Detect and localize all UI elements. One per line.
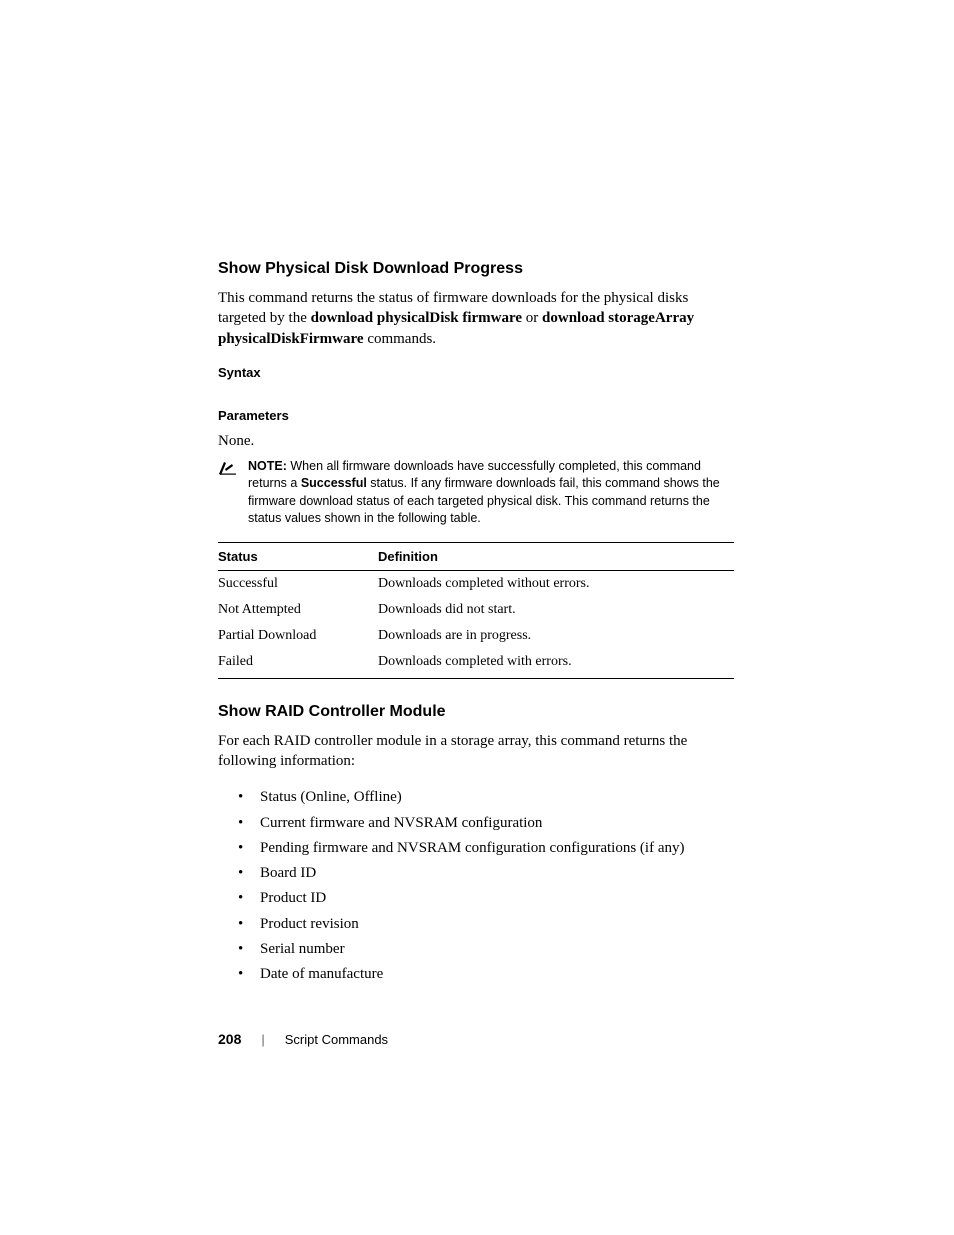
note-label: NOTE: bbox=[248, 459, 287, 473]
cell-definition: Downloads completed without errors. bbox=[378, 570, 734, 597]
cell-status: Not Attempted bbox=[218, 597, 378, 623]
cell-definition: Downloads completed with errors. bbox=[378, 649, 734, 679]
cmd-download-physicaldisk: download physicalDisk firmware bbox=[311, 310, 522, 326]
table-row: Failed Downloads completed with errors. bbox=[218, 649, 734, 679]
table-header-row: Status Definition bbox=[218, 542, 734, 570]
list-item: Current firmware and NVSRAM configuratio… bbox=[238, 813, 734, 833]
section-heading-show-physical-disk: Show Physical Disk Download Progress bbox=[218, 260, 734, 278]
page-number: 208 bbox=[218, 1031, 241, 1047]
status-table: Status Definition Successful Downloads c… bbox=[218, 542, 734, 679]
col-header-definition: Definition bbox=[378, 542, 734, 570]
note-successful: Successful bbox=[301, 476, 367, 490]
note-icon bbox=[218, 460, 238, 481]
page-footer: 208 | Script Commands bbox=[218, 1031, 388, 1047]
parameters-heading: Parameters bbox=[218, 408, 734, 423]
cell-status: Failed bbox=[218, 649, 378, 679]
intro-text-mid: or bbox=[522, 310, 542, 326]
list-item: Pending firmware and NVSRAM configuratio… bbox=[238, 838, 734, 858]
table-row: Successful Downloads completed without e… bbox=[218, 570, 734, 597]
footer-divider: | bbox=[261, 1032, 264, 1047]
info-list: Status (Online, Offline) Current firmwar… bbox=[238, 787, 734, 984]
col-header-status: Status bbox=[218, 542, 378, 570]
intro-paragraph-2: For each RAID controller module in a sto… bbox=[218, 731, 734, 772]
list-item: Status (Online, Offline) bbox=[238, 787, 734, 807]
footer-title: Script Commands bbox=[285, 1032, 388, 1047]
syntax-heading: Syntax bbox=[218, 365, 734, 380]
cell-status: Partial Download bbox=[218, 623, 378, 649]
list-item: Date of manufacture bbox=[238, 964, 734, 984]
intro-text-post: commands. bbox=[364, 331, 437, 347]
note-block: NOTE: When all firmware downloads have s… bbox=[218, 458, 734, 528]
note-text: NOTE: When all firmware downloads have s… bbox=[248, 458, 734, 528]
table-row: Not Attempted Downloads did not start. bbox=[218, 597, 734, 623]
cell-definition: Downloads did not start. bbox=[378, 597, 734, 623]
section-heading-show-raid: Show RAID Controller Module bbox=[218, 703, 734, 721]
list-item: Product ID bbox=[238, 888, 734, 908]
list-item: Product revision bbox=[238, 914, 734, 934]
list-item: Serial number bbox=[238, 939, 734, 959]
cell-definition: Downloads are in progress. bbox=[378, 623, 734, 649]
table-row: Partial Download Downloads are in progre… bbox=[218, 623, 734, 649]
page-content: Show Physical Disk Download Progress Thi… bbox=[0, 0, 954, 984]
parameters-none: None. bbox=[218, 433, 734, 450]
list-item: Board ID bbox=[238, 863, 734, 883]
intro-paragraph-1: This command returns the status of firmw… bbox=[218, 288, 734, 349]
cell-status: Successful bbox=[218, 570, 378, 597]
